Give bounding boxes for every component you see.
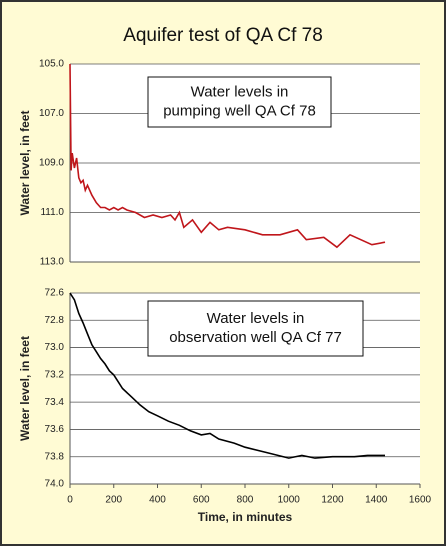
y-tick-label: 111.0 [40, 207, 64, 218]
x-tick-label: 800 [237, 495, 254, 506]
y-tick-label: 73.0 [45, 342, 65, 353]
y-tick-label: 73.4 [45, 397, 65, 408]
annotation: pumping well QA Cf 78 [163, 102, 316, 119]
y-tick-label: 105.0 [39, 59, 64, 70]
annotation: observation well QA Cf 77 [169, 329, 342, 346]
x-tick-label: 0 [67, 495, 73, 506]
y-tick-label: 72.6 [45, 288, 65, 299]
annotation: Water levels in [191, 83, 289, 100]
y-tick-label: 107.0 [39, 108, 64, 119]
annotation-box [147, 300, 364, 357]
x-axis-label: Time, in minutes [198, 510, 293, 524]
x-tick-label: 1200 [321, 495, 344, 506]
y-tick-label: 73.6 [45, 424, 65, 435]
x-tick-label: 400 [149, 495, 166, 506]
chart-title: Aquifer test of QA Cf 78 [123, 25, 323, 46]
x-tick-label: 200 [105, 495, 122, 506]
y-tick-label: 109.0 [39, 158, 64, 169]
y-tick-label: 73.2 [45, 369, 65, 380]
y-tick-label: 74.0 [45, 479, 65, 490]
y-tick-label: 113.0 [40, 257, 65, 268]
x-tick-label: 1400 [365, 495, 388, 506]
annotation-box [147, 76, 332, 128]
data-line [69, 292, 385, 459]
x-tick-label: 1000 [278, 495, 301, 506]
annotation: Water levels in [207, 310, 305, 327]
y-axis-label: Water level, in feet [18, 336, 32, 441]
y-tick-label: 73.8 [45, 451, 65, 462]
y-axis-label: Water level, in feet [18, 111, 32, 216]
x-tick-label: 600 [193, 495, 210, 506]
x-tick-label: 1600 [409, 495, 432, 506]
y-tick-label: 72.8 [45, 315, 65, 326]
data-line [69, 63, 386, 249]
